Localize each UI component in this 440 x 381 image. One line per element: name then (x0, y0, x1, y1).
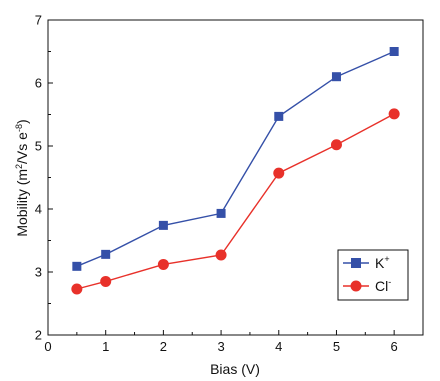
legend-k-label: K+ (375, 254, 390, 271)
data-series (71, 47, 400, 295)
y-axis-title-sup: -8 (14, 124, 24, 132)
legend-box (337, 249, 409, 301)
series-cl-point (388, 108, 400, 120)
x-axis-title: Bias (V) (210, 361, 260, 377)
series-k-point (389, 47, 399, 56)
x-tick-label: 2 (160, 339, 167, 354)
x-tick-label: 1 (102, 339, 109, 354)
series-k-point (274, 111, 284, 121)
series-k-point (72, 261, 82, 271)
legend-cl-marker (350, 280, 362, 292)
series-k-point (158, 220, 168, 230)
x-tick-label: 0 (44, 339, 51, 354)
x-tick-label: 3 (217, 339, 224, 354)
series-k-point (331, 72, 341, 82)
legend-cl-label-sup: - (388, 277, 391, 287)
y-axis-title-sup: 2 (14, 164, 24, 169)
y-tick-label: 2 (35, 328, 42, 343)
x-tick-label: 6 (391, 339, 398, 354)
y-axis-title-part: ) (14, 119, 30, 124)
legend-k-label-sup: + (384, 254, 389, 264)
series-cl-point (215, 249, 227, 261)
y-tick-label: 4 (35, 202, 42, 217)
legend-cl-label: Cl- (375, 277, 391, 294)
legend-k-marker (351, 258, 361, 268)
series-cl-point (330, 139, 342, 151)
series-cl-point (100, 275, 112, 287)
y-tick-label: 7 (35, 13, 42, 28)
y-axis-title-part: Mobility (m (14, 169, 30, 237)
x-tick-label: 4 (275, 339, 282, 354)
legend: K+ Cl- (337, 249, 409, 301)
y-tick-label: 5 (35, 139, 42, 154)
y-axis-title: Mobility (m2/Vs e-8) (14, 119, 30, 236)
axis-ticks: 0 1 2 3 4 5 6 2 3 4 5 6 7 (35, 13, 398, 355)
series-cl-point (273, 167, 285, 179)
legend-cl-label-base: Cl (375, 278, 388, 294)
y-tick-label: 3 (35, 265, 42, 280)
y-axis-title-part: /Vs e (14, 132, 30, 164)
series-cl-point (71, 283, 83, 295)
y-tick-label: 6 (35, 76, 42, 91)
series-cl-point (157, 258, 169, 270)
series-k-point (216, 208, 226, 218)
x-tick-label: 5 (333, 339, 340, 354)
series-k-point (101, 249, 111, 259)
legend-k-label-base: K (375, 255, 385, 271)
